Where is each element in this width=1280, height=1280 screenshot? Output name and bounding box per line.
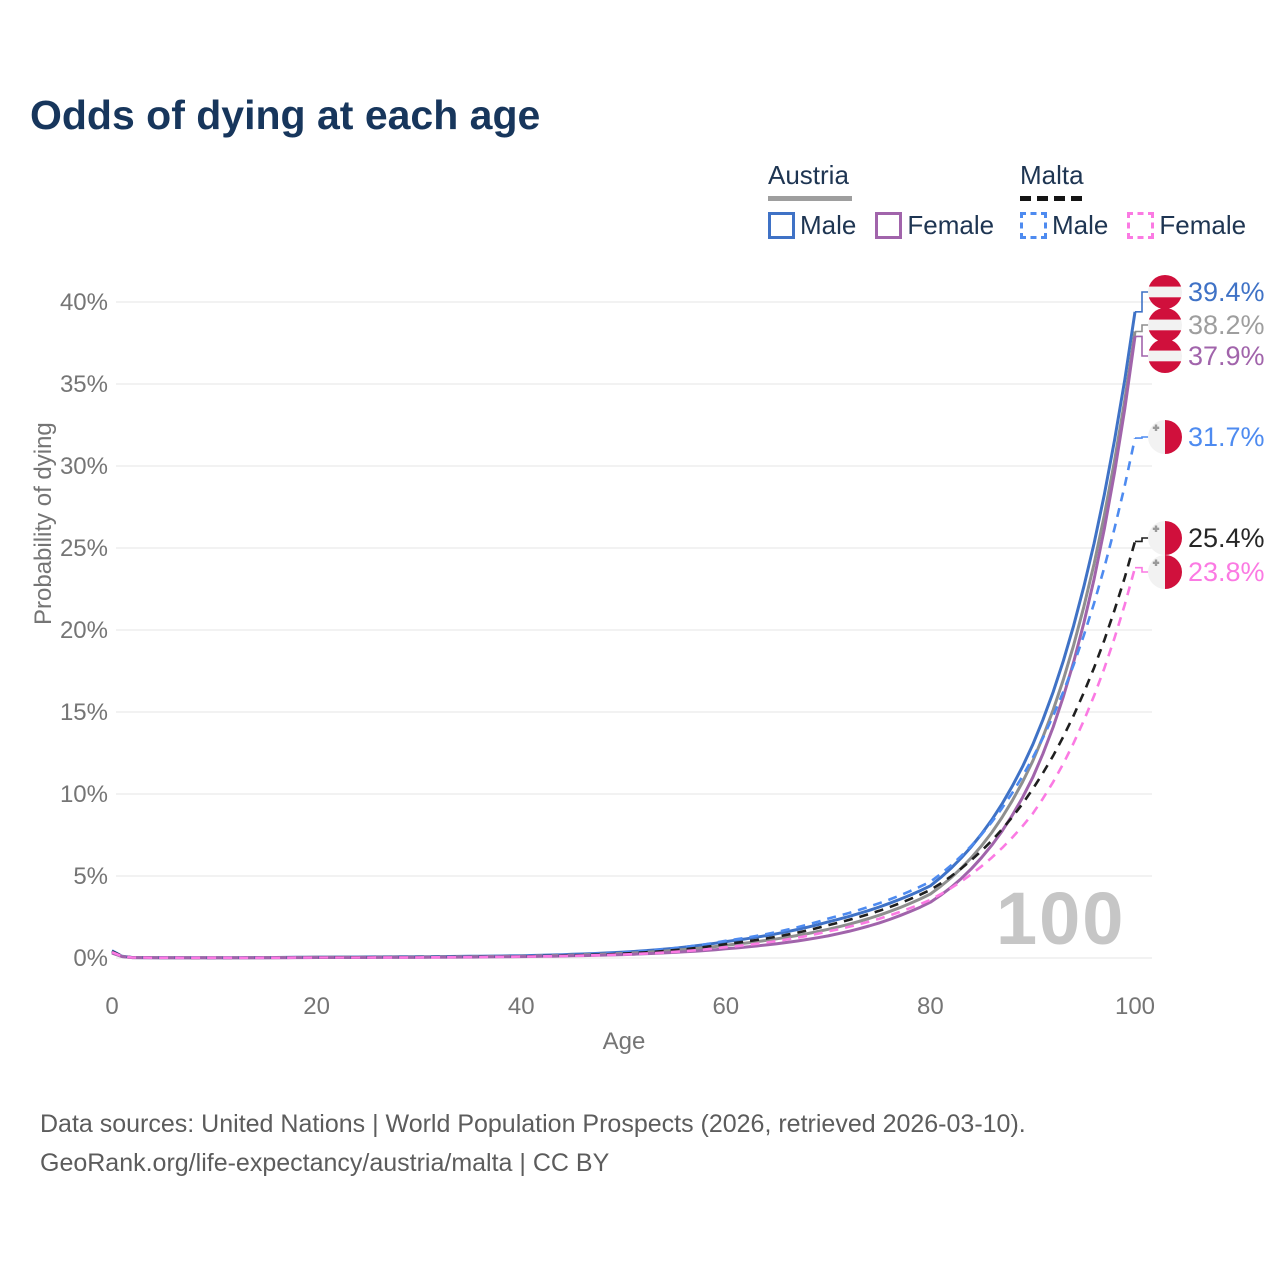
y-tick-30%: 30% [60, 453, 108, 480]
connector-malta-overall [1135, 537, 1149, 543]
legend-group-malta: Malta Male Female [1020, 160, 1246, 241]
end-label-malta-overall: 25.4% [1148, 521, 1265, 555]
age-watermark: 100 [996, 877, 1126, 960]
legend-malta-male-label[interactable]: Male [1052, 210, 1109, 240]
austria-flag-icon [1148, 339, 1182, 373]
connector-austria-overall [1135, 324, 1149, 333]
connector-austria-male [1135, 291, 1149, 313]
y-tick-0%: 0% [73, 945, 108, 972]
footer-attribution-line: GeoRank.org/life-expectancy/austria/malt… [40, 1149, 610, 1177]
legend-malta-female-swatch[interactable] [1127, 212, 1155, 239]
y-tick-25%: 25% [60, 535, 108, 562]
y-tick-15%: 15% [60, 699, 108, 726]
x-tick-60: 60 [712, 993, 739, 1020]
data-sources-footer: Data sources: United Nations | World Pop… [40, 1105, 1026, 1183]
series-line-austria-overall[interactable] [111, 331, 1137, 960]
page-title: Odds of dying at each age [30, 92, 541, 138]
legend-austria-male-swatch[interactable] [768, 212, 795, 239]
end-value-austria-overall: 38.2% [1188, 309, 1265, 340]
x-tick-80: 80 [917, 993, 944, 1020]
end-label-austria-male: 39.4% [1148, 275, 1265, 309]
legend-austria-female-label[interactable]: Female [907, 210, 995, 240]
series-line-malta-female[interactable] [111, 567, 1137, 960]
series-line-austria-male[interactable] [111, 311, 1137, 960]
malta-flag-icon [1148, 555, 1182, 589]
series-line-malta-overall[interactable] [111, 541, 1137, 960]
austria-flag-icon [1148, 275, 1182, 309]
connector-malta-male [1135, 436, 1149, 439]
y-tick-40%: 40% [60, 289, 108, 316]
legend-malta-dashed-line-sample [1020, 196, 1088, 201]
y-tick-20%: 20% [60, 617, 108, 644]
austria-flag-icon [1148, 308, 1182, 342]
end-value-austria-male: 39.4% [1188, 276, 1265, 307]
legend-austria-solid-line-sample [768, 196, 852, 201]
y-tick-10%: 10% [60, 781, 108, 808]
legend-austria-male-label[interactable]: Male [800, 210, 857, 240]
footer-sources-line: Data sources: United Nations | World Pop… [40, 1110, 1026, 1138]
series-line-malta-male[interactable] [111, 437, 1137, 960]
legend-austria-female-swatch[interactable] [875, 212, 903, 239]
connector-malta-female [1135, 566, 1149, 573]
x-tick-40: 40 [508, 993, 535, 1020]
end-label-austria-female: 37.9% [1148, 339, 1265, 373]
malta-flag-icon [1148, 420, 1182, 454]
end-label-malta-male: 31.7% [1148, 420, 1265, 454]
x-tick-20: 20 [303, 993, 330, 1020]
end-value-malta-male: 31.7% [1188, 421, 1265, 452]
end-value-austria-female: 37.9% [1188, 340, 1265, 371]
malta-flag-icon [1148, 521, 1182, 555]
x-axis-title: Age [602, 1028, 646, 1055]
x-tick-100: 100 [1115, 993, 1155, 1020]
y-axis-title: Probability of dying [30, 422, 57, 625]
connector-austria-female [1135, 335, 1149, 357]
legend-group-austria: Austria Male Female [768, 160, 994, 241]
legend-malta-title[interactable]: Malta [1020, 160, 1084, 190]
end-label-malta-female: 23.8% [1148, 555, 1265, 589]
legend-austria-title[interactable]: Austria [768, 160, 849, 190]
y-tick-35%: 35% [60, 371, 108, 398]
legend-malta-female-label[interactable]: Female [1159, 210, 1247, 240]
x-tick-0: 0 [105, 993, 118, 1020]
end-label-austria-overall: 38.2% [1148, 308, 1265, 342]
end-value-malta-female: 23.8% [1188, 556, 1265, 587]
end-value-malta-overall: 25.4% [1188, 522, 1265, 553]
y-tick-5%: 5% [73, 863, 108, 890]
legend-malta-male-swatch[interactable] [1020, 212, 1047, 239]
